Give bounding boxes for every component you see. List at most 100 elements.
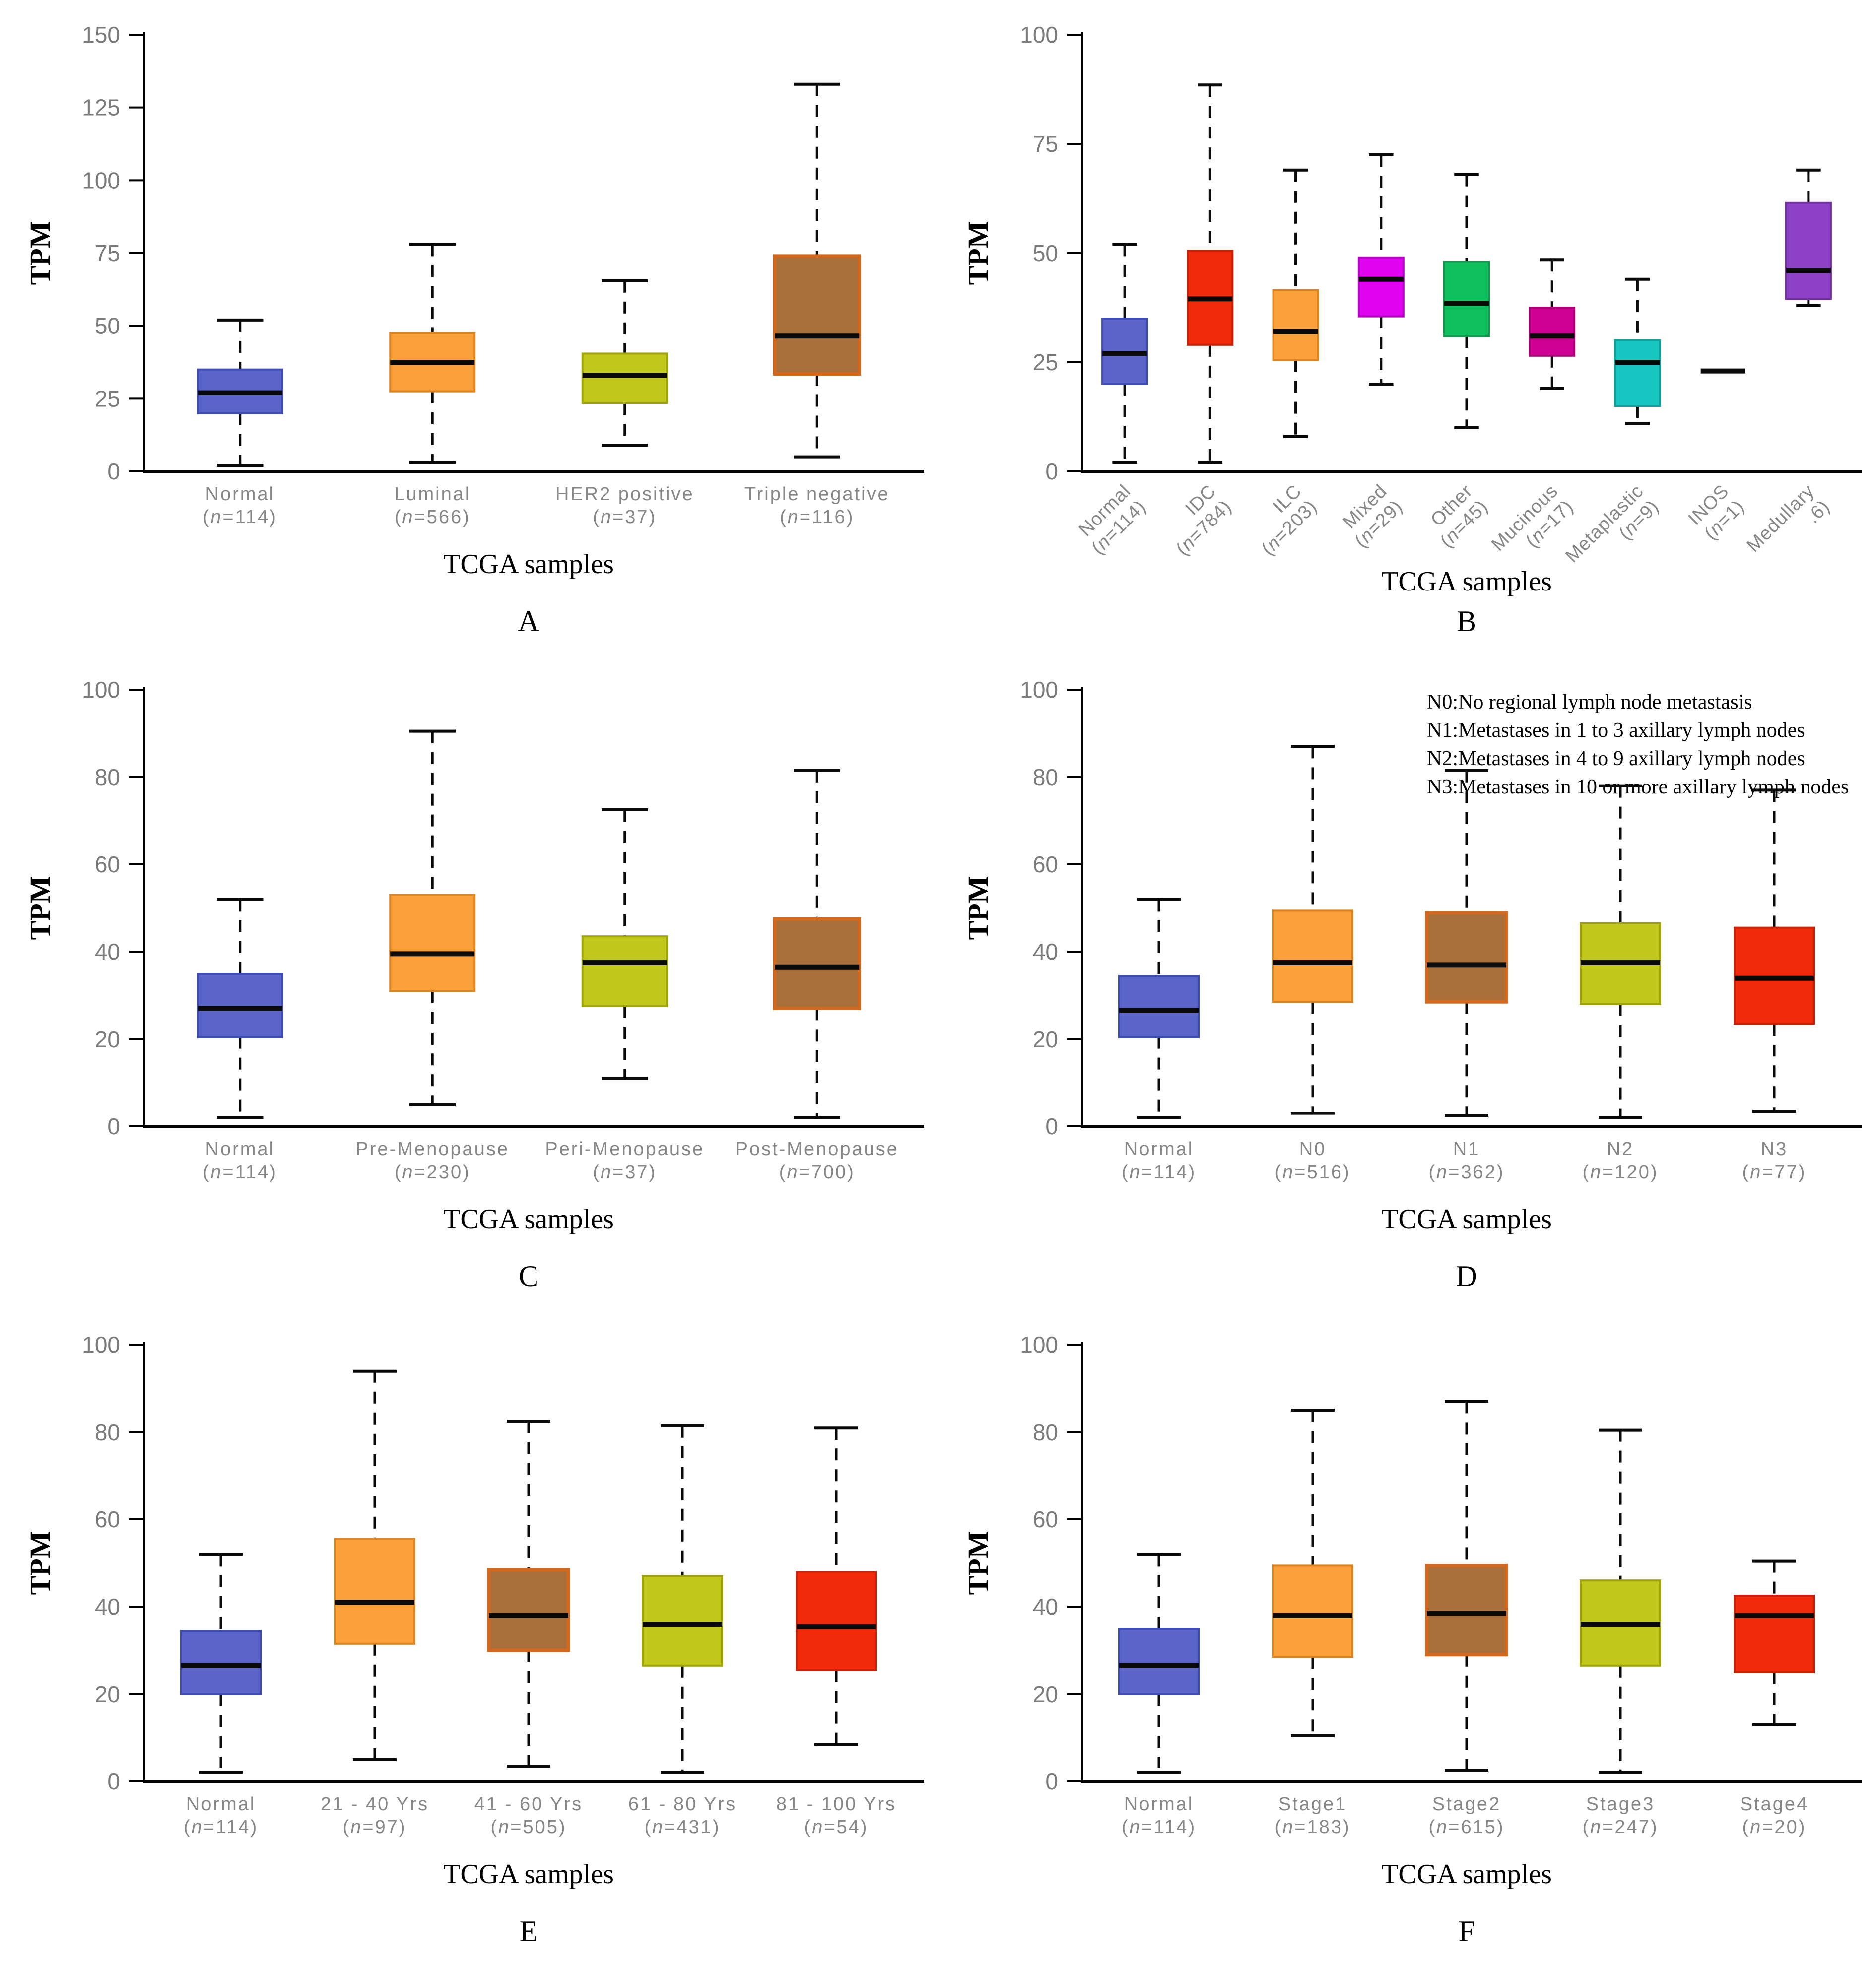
panel-letter: F — [1458, 1915, 1474, 1948]
x-category-label: Stage4 — [1740, 1794, 1809, 1815]
y-tick-label: 60 — [95, 852, 120, 877]
x-category-n: (n=700) — [779, 1162, 855, 1182]
box-group-n0 — [1272, 745, 1353, 1115]
panel-d: 0 20 40 60 80 100 TPM N0:No regional lymph node… — [938, 655, 1876, 1310]
box-group-medullary — [1785, 168, 1832, 307]
box-group-61-80-yrs — [642, 1424, 723, 1774]
x-category-n: (n=97) — [343, 1817, 407, 1837]
box — [581, 352, 668, 404]
box — [1425, 911, 1508, 1004]
ylabel: TPM — [962, 876, 994, 940]
box — [1734, 1595, 1815, 1673]
box-group-her2-positive — [581, 279, 668, 447]
xlabel: TCGA samples — [443, 1859, 614, 1890]
panel-a-chart: 0255075100125150TPMNormal(n=114)Luminal(… — [24, 22, 924, 638]
box — [197, 973, 283, 1038]
y-tick-label: 20 — [95, 1026, 120, 1052]
x-category-n: (n=77) — [1742, 1162, 1807, 1182]
box — [1785, 201, 1832, 300]
box — [773, 917, 861, 1010]
legend-line: N1:Metastases in 1 to 3 axillary lymph n… — [1427, 719, 1805, 742]
x-category-label: Stage2 — [1432, 1794, 1501, 1815]
x-category-label: Luminal — [394, 484, 470, 505]
box-group-pre-menopause — [389, 729, 476, 1106]
x-category-n: (n=114) — [203, 1162, 277, 1182]
x-category-n: (n=230) — [395, 1162, 470, 1182]
x-category-n: (n=114) — [1122, 1817, 1196, 1837]
y-tick-label: 125 — [82, 95, 120, 121]
box-group-ilc — [1272, 168, 1319, 438]
x-category-label: N3 — [1761, 1139, 1788, 1160]
x-category-n: (n=120) — [1582, 1162, 1658, 1182]
panel-letter: D — [1456, 1260, 1477, 1293]
y-tick-label: 60 — [95, 1506, 120, 1532]
panel-e: 0 20 40 60 80 100 TPM Normal (n=114) 21 - 40 Yrs(… — [0, 1310, 938, 1965]
panel-letter: E — [520, 1915, 538, 1948]
box-group-other — [1443, 173, 1490, 429]
y-tick-label: 0 — [1045, 1114, 1058, 1139]
xlabel: TCGA samples — [443, 1204, 614, 1235]
x-category-label: Normal — [205, 1139, 275, 1160]
box — [1425, 1563, 1508, 1657]
box-group-normal — [197, 898, 283, 1119]
box — [1272, 289, 1319, 361]
x-category-label: Mixed(n=29) — [1336, 481, 1407, 552]
y-tick-label: 20 — [95, 1681, 120, 1707]
x-category-label: Peri-Menopause — [545, 1139, 704, 1160]
ylabel: TPM — [24, 876, 56, 940]
panel-a: 0 25 50 75 100 125 150 TPM Normal (n=114) Luminal(… — [0, 0, 938, 655]
box — [1357, 256, 1405, 318]
ylabel: TPM — [24, 221, 56, 285]
x-category-label: Post-Menopause — [736, 1139, 899, 1160]
box-group-n3 — [1734, 788, 1815, 1113]
box-group-stage3 — [1580, 1428, 1661, 1774]
x-category-label: ILC(n=203) — [1242, 481, 1321, 560]
panel-f: 0 20 40 60 80 100 TPM Normal (n=114) Stage1 (n=183… — [938, 1310, 1876, 1965]
y-tick-label: 150 — [82, 22, 120, 48]
ylabel: TPM — [962, 221, 994, 285]
panel-b-chart: 0 25 50 75 100 TPM Normal(n=114) IDC(n=784) ILC(… — [962, 22, 1862, 638]
x-category-label: Triple negative — [744, 484, 890, 505]
box-group-stage4 — [1734, 1559, 1815, 1726]
box-group-triple-negative — [773, 82, 861, 458]
box-group-peri-menopause — [581, 808, 668, 1080]
y-tick-label: 0 — [107, 1114, 120, 1139]
x-category-label: Medullary.6) — [1743, 481, 1834, 572]
box-group-luminal — [389, 243, 476, 464]
panel-letter: B — [1457, 605, 1476, 638]
x-category-n: (n=183) — [1274, 1817, 1350, 1837]
legend-line: N2:Metastases in 4 to 9 axillary lymph n… — [1427, 747, 1805, 770]
box-group-21-40-yrs — [334, 1369, 415, 1761]
box-group-stage2 — [1425, 1400, 1508, 1772]
y-tick-label: 40 — [1033, 1594, 1058, 1620]
box — [487, 1568, 570, 1652]
x-category-label: 61 - 80 Yrs — [628, 1794, 737, 1815]
x-category-n: (n=566) — [395, 507, 470, 527]
box — [389, 894, 476, 992]
ylabel: TPM — [24, 1531, 56, 1595]
box — [773, 254, 861, 376]
xlabel: TCGA samples — [1381, 1859, 1552, 1890]
x-category-label: Normal — [1124, 1139, 1194, 1160]
ylabel: TPM — [962, 1531, 994, 1595]
box-group-normal — [1101, 243, 1148, 464]
box-group-81-100-yrs — [796, 1426, 877, 1746]
panel-c: 0 20 40 60 80 100 TPM Normal (n=114) Pre-Menopaus… — [0, 655, 938, 1310]
box — [1529, 307, 1576, 357]
x-category-label: N2 — [1607, 1139, 1634, 1160]
x-category-n: (n=37) — [593, 507, 657, 527]
y-tick-label: 25 — [95, 386, 120, 411]
y-tick-label: 80 — [1033, 1419, 1058, 1445]
box — [1118, 1628, 1200, 1695]
x-category-n: (n=247) — [1582, 1817, 1658, 1837]
box-group-41-60-yrs — [487, 1420, 570, 1768]
y-tick-label: 40 — [95, 939, 120, 965]
x-category-n: (n=114) — [1122, 1162, 1196, 1182]
y-tick-label: 50 — [95, 313, 120, 339]
box-group-mixed — [1357, 153, 1405, 386]
y-tick-label: 80 — [95, 764, 120, 790]
y-tick-label: 80 — [1033, 764, 1058, 790]
x-category-label: Pre-Menopause — [356, 1139, 509, 1160]
box-group-idc — [1187, 83, 1234, 464]
